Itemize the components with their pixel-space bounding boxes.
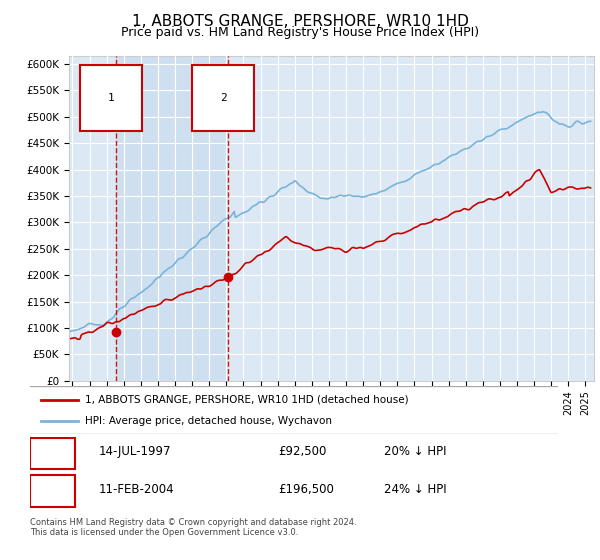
Text: 1: 1	[107, 94, 114, 103]
Bar	[116, 56, 229, 381]
Text: 11-FEB-2004: 11-FEB-2004	[98, 483, 174, 496]
Text: Contains HM Land Registry data © Crown copyright and database right 2024.
This d: Contains HM Land Registry data © Crown c…	[30, 518, 356, 538]
Text: 20% ↓ HPI: 20% ↓ HPI	[384, 445, 446, 459]
Text: 24% ↓ HPI: 24% ↓ HPI	[384, 483, 446, 496]
Text: 1, ABBOTS GRANGE, PERSHORE, WR10 1HD (detached house): 1, ABBOTS GRANGE, PERSHORE, WR10 1HD (de…	[85, 395, 409, 405]
Text: £196,500: £196,500	[278, 483, 334, 496]
Text: 1, ABBOTS GRANGE, PERSHORE, WR10 1HD: 1, ABBOTS GRANGE, PERSHORE, WR10 1HD	[131, 14, 469, 29]
FancyBboxPatch shape	[30, 437, 75, 469]
Text: 2: 2	[220, 94, 227, 103]
Text: 2: 2	[49, 483, 56, 496]
Text: HPI: Average price, detached house, Wychavon: HPI: Average price, detached house, Wych…	[85, 416, 332, 426]
Text: £92,500: £92,500	[278, 445, 326, 459]
FancyBboxPatch shape	[25, 386, 563, 435]
Text: Price paid vs. HM Land Registry's House Price Index (HPI): Price paid vs. HM Land Registry's House …	[121, 26, 479, 39]
FancyBboxPatch shape	[30, 475, 75, 507]
Text: 14-JUL-1997: 14-JUL-1997	[98, 445, 171, 459]
Text: 1: 1	[49, 445, 56, 459]
